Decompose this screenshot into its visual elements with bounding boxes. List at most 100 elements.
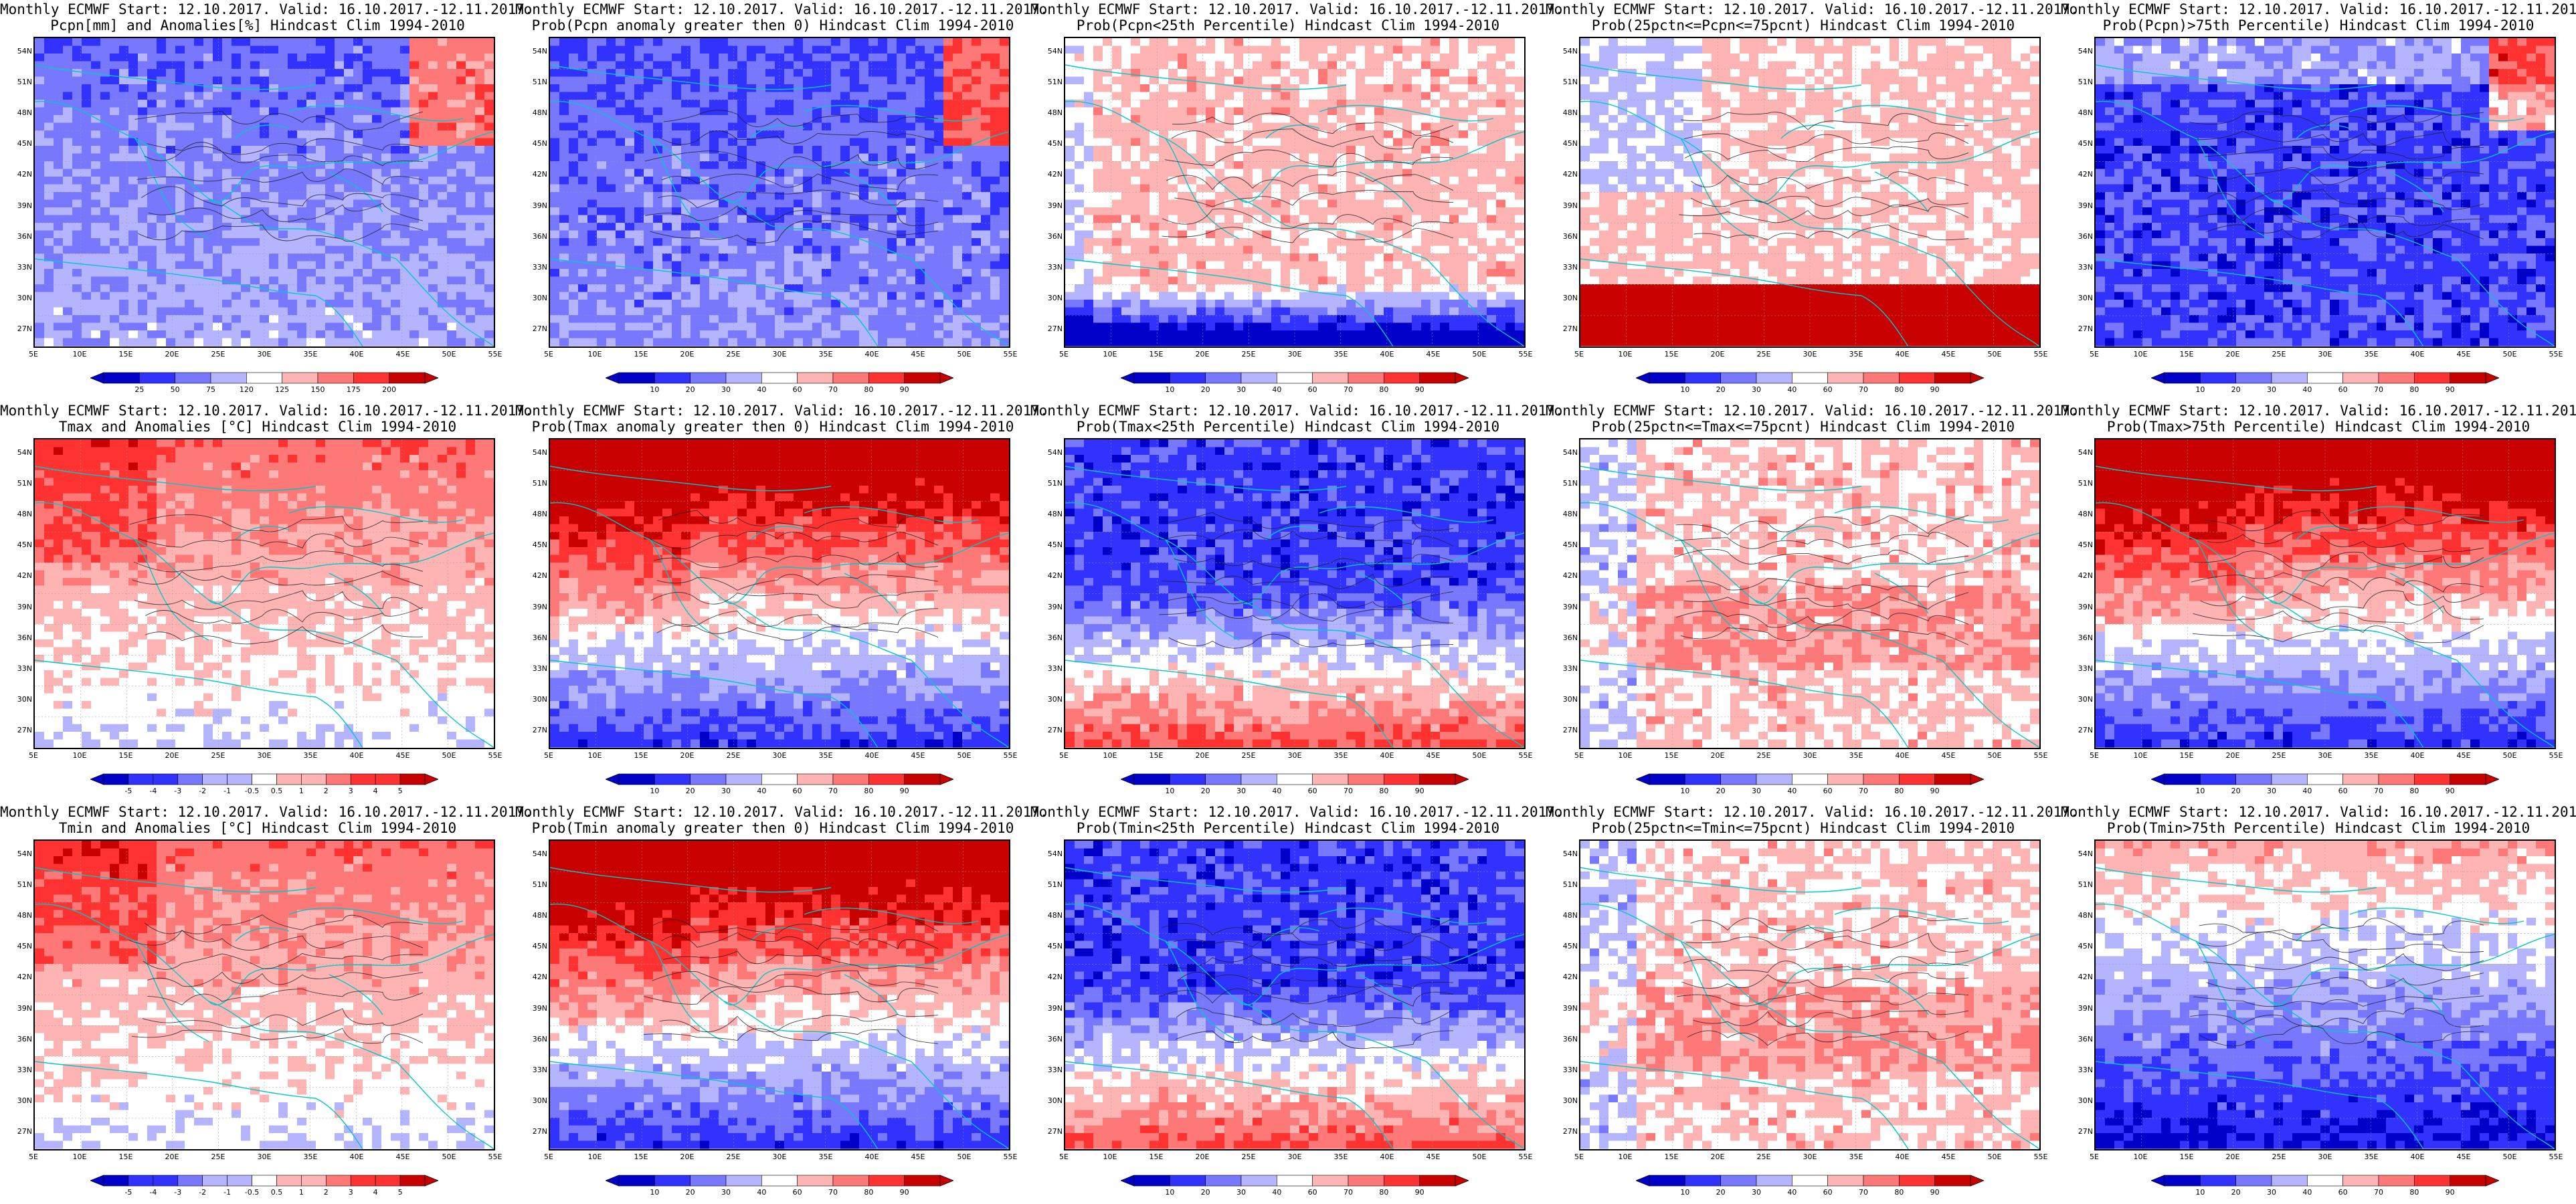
longitude-tick-label: 30E [2318,1152,2332,1161]
latitude-tick-label: 36N [526,633,547,642]
colorbar-tick-label: 40 [1787,385,1797,394]
latitude-tick-label: 39N [1556,603,1578,611]
latitude-tick-label: 39N [2072,1004,2093,1013]
panel-variable-label: Prob(Tmin>75th Percentile) [2107,820,2327,836]
longitude-tick-label: 35E [1849,751,1863,760]
colorbar-tick-label: 80 [864,1188,873,1197]
longitude-tick-label: 35E [304,1152,318,1161]
longitude-tick-label: 45E [1942,1152,1956,1161]
colorbar-tick-label: 2 [324,787,329,795]
latitude-tick-label: 51N [2072,78,2093,86]
colorbar-tick-label: 125 [275,385,289,394]
colorbar-tick-label: 90 [1930,1188,1940,1197]
longitude-tick-label: 50E [442,1152,456,1161]
latitude-tick-label: 33N [1041,664,1063,673]
colorbar-tick-label: 90 [2446,1188,2455,1197]
latitude-tick-label: 45N [1041,139,1063,148]
map-panel: Monthly ECMWF Start: 12.10.2017. Valid: … [1546,401,2079,803]
longitude-tick-label: 30E [2318,751,2332,760]
colorbar-tick-label: 5 [398,1188,403,1197]
panel-title-line2: Prob(Pcpn anomaly greater then 0) Hindca… [515,17,1030,33]
latitude-tick-label: 48N [11,108,32,117]
panel-variable-label: Prob(Pcpn)>75th Percentile) [2103,17,2331,33]
longitude-tick-label: 35E [304,350,318,359]
latitude-tick-label: 27N [1041,324,1063,333]
map-panel: Monthly ECMWF Start: 12.10.2017. Valid: … [2061,401,2576,803]
colorbar-tick-label: 10 [2195,787,2205,795]
longitude-tick-label: 15E [2180,1152,2194,1161]
longitude-tick-label: 50E [1988,1152,2002,1161]
latitude-tick-label: 30N [1041,695,1063,704]
longitude-tick-label: 50E [957,350,972,359]
shaded-field [35,439,494,748]
latitude-tick-label: 51N [526,479,547,488]
panel-variable-label: Prob(Tmax anomaly greater then 0) [532,419,811,435]
latitude-tick-label: 54N [11,849,32,858]
longitude-tick-label: 25E [211,751,225,760]
colorbar-tick-label: 60 [2338,787,2348,795]
latitude-tick-label: 48N [1041,108,1063,117]
longitude-tick-label: 50E [442,751,456,760]
panel-title-line2: Tmin and Anomalies [°C] Hindcast Clim 19… [0,820,515,836]
colorbar-tick-label: -0.5 [245,787,259,795]
panel-variable-label: Prob(25pctn<=Pcpn<=75pcnt) [1592,17,1812,33]
latitude-tick-label: 48N [1556,911,1578,920]
panel-title-line2: Prob(Tmin anomaly greater then 0) Hindca… [515,820,1030,836]
map-plot-area [33,839,495,1150]
latitude-tick-label: 51N [1556,880,1578,889]
latitude-tick-label: 48N [11,510,32,518]
colorbar-tick-label: 175 [347,385,361,394]
latitude-tick-label: 45N [1556,139,1578,148]
latitude-tick-label: 48N [1041,510,1063,518]
panel-title-line2: Prob(Tmax>75th Percentile) Hindcast Clim… [2061,419,2576,435]
latitude-tick-label: 45N [1556,942,1578,950]
panel-clim-label: Hindcast Clim 1994-2010 [2340,17,2535,33]
colorbar-tick-label: 60 [793,1188,802,1197]
longitude-tick-label: 35E [1334,350,1348,359]
longitude-tick-label: 10E [1619,1152,1633,1161]
colorbar-tick-label: 30 [1752,1188,1761,1197]
colorbar [90,773,438,785]
colorbar-tick-label: 60 [1308,787,1317,795]
longitude-tick-label: 55E [488,350,502,359]
latitude-tick-label: 42N [1041,571,1063,580]
colorbar-tick-label: 120 [240,385,254,394]
longitude-tick-label: 5E [1574,350,1584,359]
latitude-tick-label: 42N [1556,571,1578,580]
latitude-tick-label: 51N [1041,78,1063,86]
colorbar-tick-label: 25 [134,385,144,394]
latitude-tick-label: 48N [2072,108,2093,117]
latitude-tick-label: 30N [11,1096,32,1105]
latitude-tick-label: 48N [526,911,547,920]
panel-title-line2: Prob(Tmax anomaly greater then 0) Hindca… [515,419,1030,435]
panel-title-line1: Monthly ECMWF Start: 12.10.2017. Valid: … [515,1,1048,17]
map-plot-area [549,438,1010,749]
longitude-tick-label: 5E [544,1152,553,1161]
longitude-tick-label: 15E [119,1152,133,1161]
panel-variable-label: Prob(25pctn<=Tmax<=75pcnt) [1592,419,1812,435]
colorbar [1636,773,1984,785]
colorbar-tick-label: 60 [2338,1188,2348,1197]
longitude-tick-label: 55E [1004,350,1018,359]
colorbar-tick-label: -4 [149,1188,157,1197]
latitude-tick-label: 51N [11,78,32,86]
longitude-tick-label: 10E [1103,1152,1117,1161]
panel-clim-label: Hindcast Clim 1994-2010 [270,17,465,33]
panel-title-line2: Prob(Tmin<25th Percentile) Hindcast Clim… [1030,820,1546,836]
latitude-tick-label: 54N [1556,47,1578,56]
longitude-tick-label: 50E [957,751,972,760]
shaded-field [1065,841,1524,1149]
latitude-tick-label: 30N [2072,695,2093,704]
colorbar-tick-label: -1 [223,787,231,795]
longitude-tick-label: 55E [2034,1152,2048,1161]
longitude-tick-label: 40E [1896,1152,1910,1161]
colorbar-tick-label: 70 [1859,1188,1868,1197]
latitude-tick-label: 48N [2072,510,2093,518]
colorbar-tick-label: 80 [1379,787,1388,795]
latitude-tick-label: 39N [11,603,32,611]
colorbar-tick-label: 70 [2374,385,2383,394]
panel-clim-label: Hindcast Clim 1994-2010 [2335,419,2530,435]
latitude-tick-label: 30N [526,294,547,302]
latitude-tick-label: 51N [11,880,32,889]
colorbar-tick-label: 0.5 [271,1188,283,1197]
